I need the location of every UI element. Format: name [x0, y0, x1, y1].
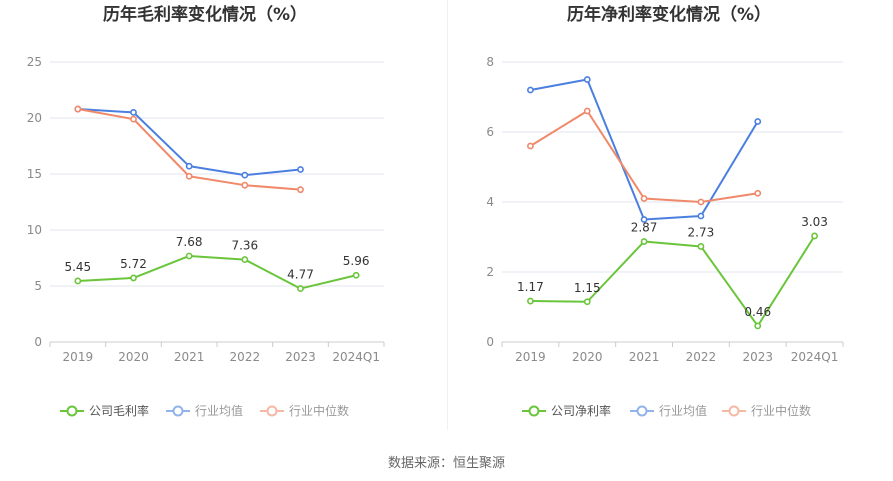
- y-tick-label: 5: [34, 279, 42, 293]
- data-label: 1.17: [517, 280, 544, 294]
- legend-marker-icon: [528, 405, 540, 417]
- legend-marker-icon: [636, 405, 648, 417]
- y-tick-label: 0: [486, 335, 494, 349]
- company-point: [297, 285, 304, 292]
- x-tick-label: 2020: [118, 350, 149, 364]
- data-label: 2.87: [631, 221, 658, 235]
- x-tick-label: 2023: [285, 350, 316, 364]
- x-tick-label: 2022: [230, 350, 261, 364]
- net-margin-chart-svg: 历年净利率变化情况（%） 0 2 4 6 8 2019 2020 2021 2022 2023 202…: [486, 4, 844, 418]
- y-tick-label: 6: [486, 125, 494, 139]
- y-tick-label: 2: [486, 265, 494, 279]
- legend-label: 公司净利率: [551, 403, 611, 418]
- industry-median-point: [640, 195, 648, 202]
- industry-median-point: [754, 189, 762, 197]
- net-margin-chart: 历年净利率变化情况（%） 0 2 4 6 8 2019 2020 2021 2022 2023 202…: [447, 0, 893, 440]
- company-point: [583, 298, 591, 306]
- data-label: 7.36: [231, 239, 258, 253]
- company-point: [697, 243, 705, 250]
- x-tick-label: 2024Q1: [332, 350, 380, 364]
- industry-median-point: [297, 186, 304, 194]
- legend-label: 行业中位数: [289, 403, 349, 418]
- x-tick-label: 2020: [572, 350, 603, 364]
- industry-avg-point: [185, 162, 193, 170]
- industry-median-point: [130, 115, 137, 123]
- y-tick-label: 15: [27, 167, 42, 181]
- industry-median-point: [527, 142, 534, 150]
- x-tick-label: 2021: [174, 350, 205, 364]
- company-line: [530, 235, 816, 327]
- company-point: [527, 297, 534, 305]
- y-tick-label: 4: [486, 195, 494, 209]
- company-point: [74, 277, 82, 285]
- legend-label: 行业中位数: [751, 403, 811, 418]
- data-label: 1.15: [574, 281, 601, 295]
- y-tick-label: 25: [27, 55, 42, 69]
- data-label: 5.72: [120, 257, 147, 271]
- industry-avg-point: [754, 118, 762, 125]
- x-tick-label: 2019: [515, 350, 546, 364]
- industry-median-point: [241, 181, 249, 189]
- x-tick-label: 2019: [63, 350, 94, 364]
- industry-median-point: [697, 198, 705, 206]
- legend-item-company[interactable]: 公司净利率: [522, 403, 611, 418]
- legend-item-industry-median[interactable]: 行业中位数: [260, 403, 349, 418]
- y-tick-label: 8: [486, 55, 494, 69]
- x-tick-label: 2021: [629, 350, 660, 364]
- industry-avg-point: [583, 76, 591, 83]
- industry-median-point: [74, 105, 82, 113]
- gross-margin-chart-svg: 历年毛利率变化情况（%） 0 5 10 15 20 25 2019 2020 2021 2022 20…: [27, 4, 385, 418]
- x-tick-label: 2023: [742, 350, 773, 364]
- legend-label: 行业均值: [195, 403, 243, 418]
- legend-item-industry-avg[interactable]: 行业均值: [166, 403, 243, 418]
- industry-avg-point: [297, 166, 304, 173]
- company-point: [754, 322, 762, 330]
- data-label: 3.03: [801, 215, 828, 229]
- y-tick-label: 20: [27, 111, 42, 125]
- legend-marker-icon: [66, 405, 78, 417]
- chart-title: 历年净利率变化情况（%）: [567, 4, 771, 25]
- industry-median-line: [529, 110, 758, 203]
- industry-avg-point: [241, 171, 249, 179]
- data-label: 4.77: [287, 268, 314, 282]
- panel-divider: [447, 0, 448, 430]
- x-tick-label: 2022: [686, 350, 717, 364]
- data-label: 5.45: [64, 260, 91, 274]
- company-point: [352, 271, 360, 279]
- industry-median-point: [185, 172, 193, 180]
- company-point: [241, 256, 249, 263]
- legend-item-industry-median[interactable]: 行业中位数: [722, 403, 811, 418]
- data-label: 2.73: [688, 225, 715, 239]
- x-tick-label: 2024Q1: [791, 350, 839, 364]
- data-label: 7.68: [176, 235, 203, 249]
- data-label: 0.46: [744, 305, 771, 319]
- data-label: 5.96: [343, 254, 370, 268]
- industry-avg-point: [527, 86, 534, 94]
- legend-marker-icon: [728, 405, 740, 417]
- y-tick-label: 10: [27, 223, 42, 237]
- company-point: [130, 274, 137, 282]
- y-tick-label: 0: [34, 335, 42, 349]
- industry-avg-point: [697, 212, 705, 220]
- industry-median-point: [583, 107, 591, 115]
- legend-marker-icon: [266, 405, 278, 417]
- company-point: [811, 232, 818, 240]
- company-point: [185, 252, 193, 260]
- gross-margin-chart: 历年毛利率变化情况（%） 0 5 10 15 20 25 2019 2020 2021 2022 20…: [0, 0, 447, 440]
- company-point: [640, 238, 648, 245]
- legend-item-company[interactable]: 公司毛利率: [60, 403, 149, 418]
- legend-label: 公司毛利率: [89, 403, 149, 418]
- legend-marker-icon: [172, 405, 184, 417]
- industry-avg-point: [130, 109, 137, 116]
- legend-label: 行业均值: [659, 403, 707, 418]
- data-source-note: 数据来源：恒生聚源: [387, 456, 505, 471]
- company-line: [77, 254, 357, 290]
- industry-avg-point: [640, 216, 648, 223]
- chart-title: 历年毛利率变化情况（%）: [103, 4, 307, 25]
- legend-item-industry-avg[interactable]: 行业均值: [630, 403, 707, 418]
